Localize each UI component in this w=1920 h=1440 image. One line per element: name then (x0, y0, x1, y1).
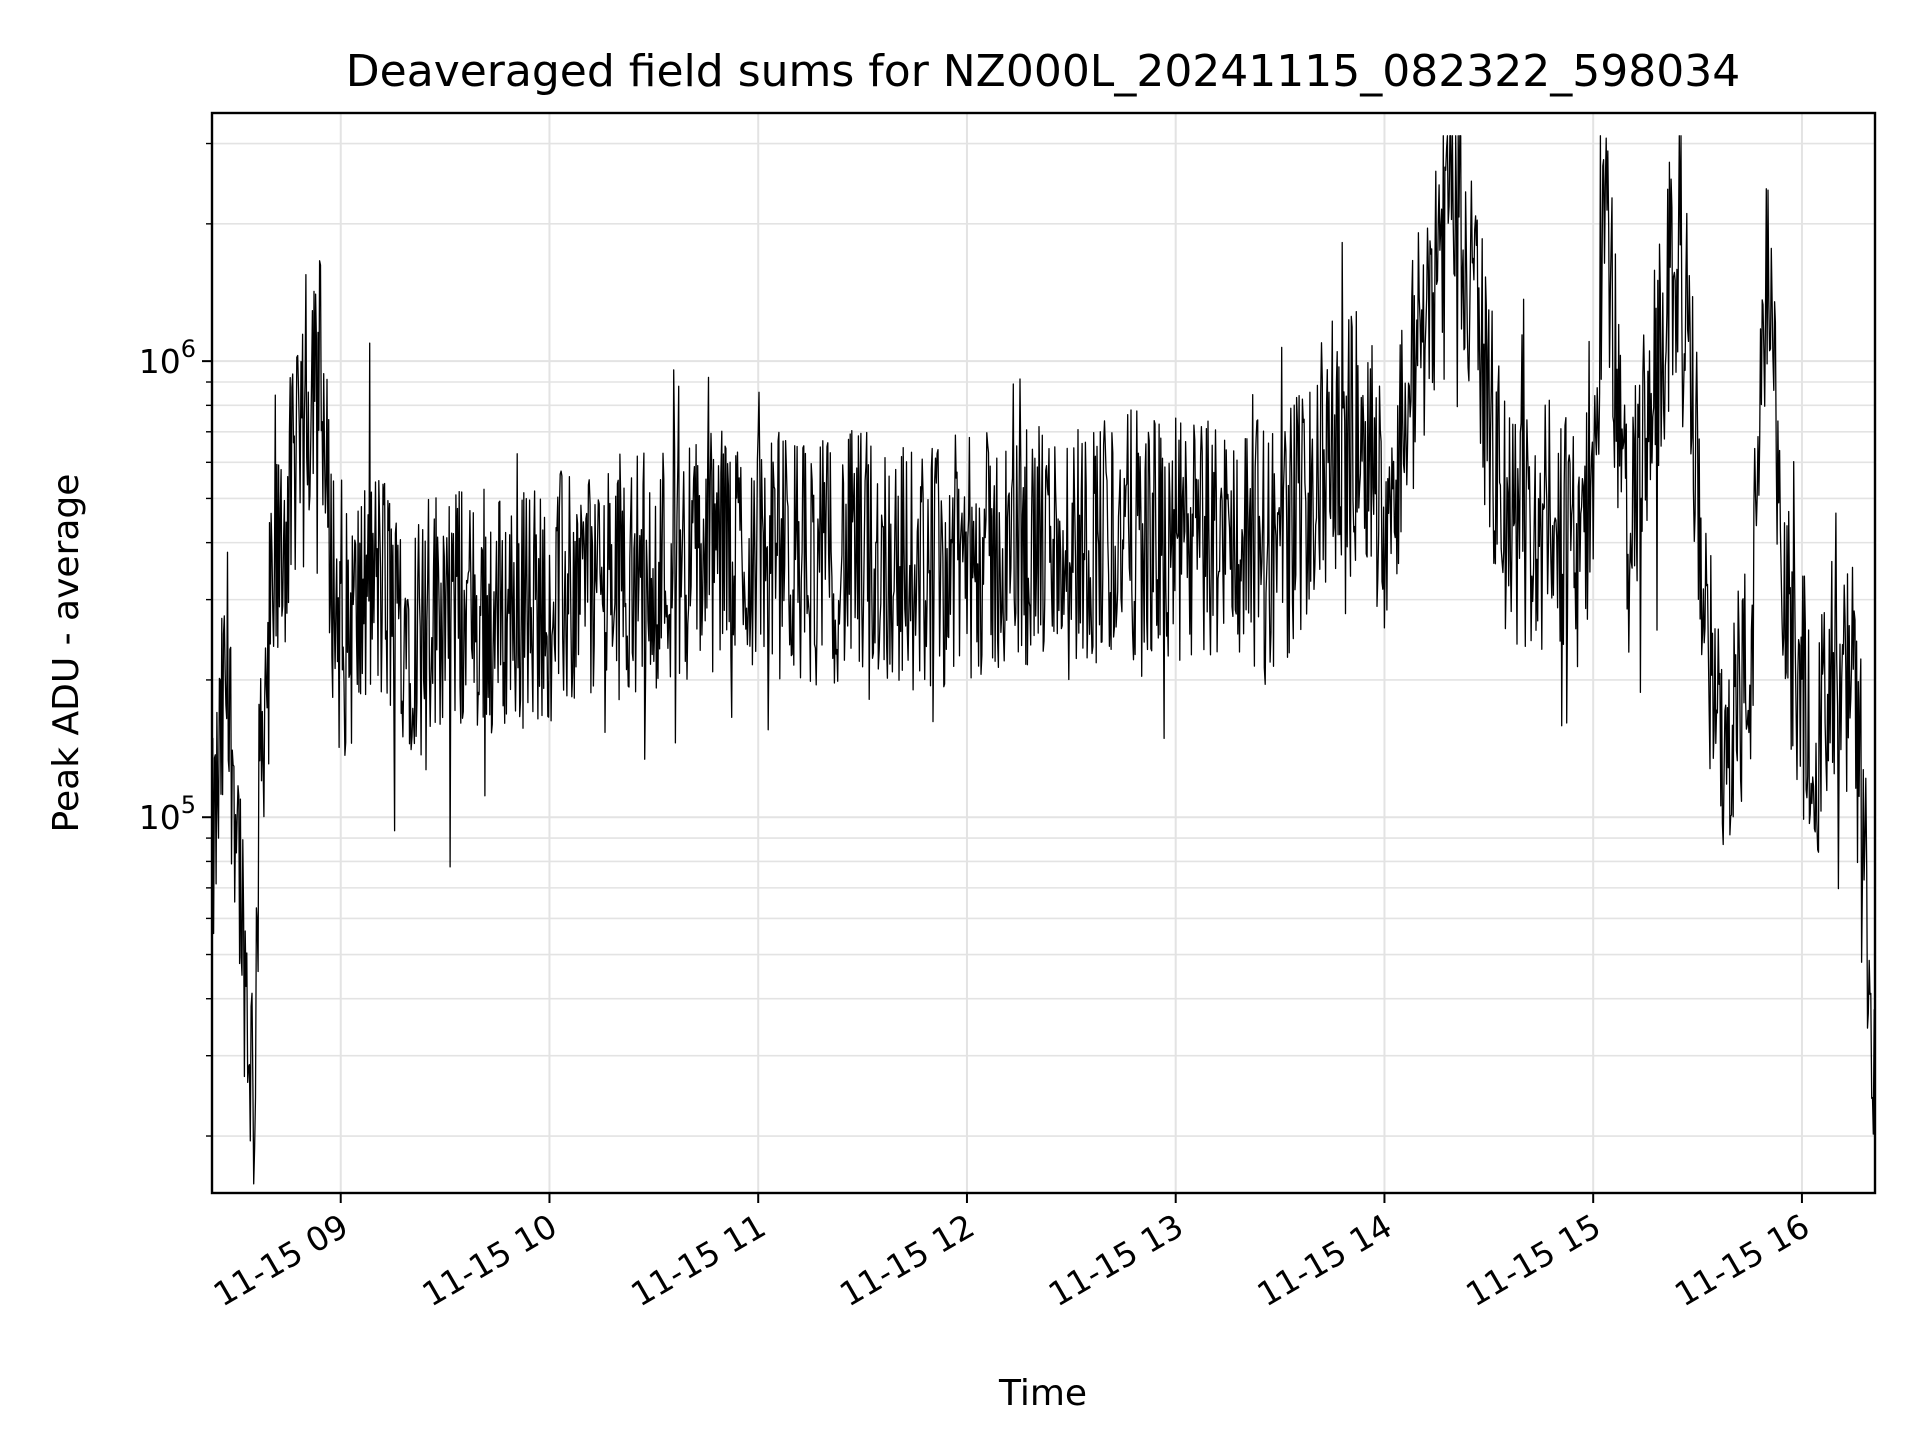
chart-title: Deaveraged field sums for NZ000L_2024111… (346, 46, 1740, 97)
y-tick-label: 105 (139, 791, 196, 837)
plot-frame (210, 111, 1877, 1195)
x-axis-label: Time (998, 1373, 1087, 1414)
series-line (211, 135, 1876, 1185)
y-tick-label: 106 (139, 335, 196, 381)
y-axis-label: Peak ADU - average (46, 474, 87, 833)
data-series (211, 135, 1876, 1185)
